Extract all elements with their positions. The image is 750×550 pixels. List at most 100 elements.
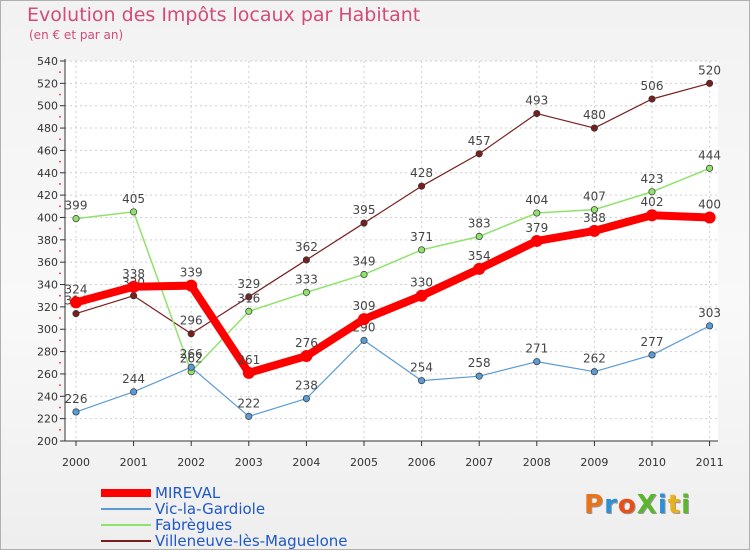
y-tick-label: 420 bbox=[37, 189, 58, 202]
data-point-fabregues bbox=[648, 188, 656, 196]
y-tick-label: 240 bbox=[37, 390, 58, 403]
data-label-fabregues: 383 bbox=[468, 216, 491, 230]
data-label-villeneuve-les-maguelone: 296 bbox=[180, 314, 203, 328]
data-label-vic-la-gardiole: 277 bbox=[641, 335, 664, 349]
data-label-vic-la-gardiole: 226 bbox=[65, 392, 88, 406]
y-minor-tick bbox=[59, 138, 61, 141]
y-minor-tick bbox=[59, 406, 61, 409]
y-minor-tick bbox=[59, 384, 61, 387]
data-label-mireval: 400 bbox=[698, 197, 721, 211]
series-line-mireval bbox=[72, 211, 714, 377]
data-label-fabregues: 333 bbox=[295, 272, 318, 286]
legend-item-fabregues[interactable]: Fabrègues bbox=[101, 517, 348, 533]
legend-label: Fabrègues bbox=[155, 516, 233, 534]
data-point-villeneuve-les-maguelone bbox=[706, 79, 714, 87]
data-point-villeneuve-les-maguelone bbox=[418, 182, 426, 190]
legend-label: MIREVAL bbox=[155, 484, 221, 502]
y-tick-label: 280 bbox=[37, 346, 58, 359]
data-point-mireval bbox=[242, 366, 255, 379]
data-point-mireval bbox=[473, 262, 486, 275]
legend-swatch bbox=[101, 524, 151, 526]
legend-item-vic-la-gardiole[interactable]: Vic-la-Gardiole bbox=[101, 501, 348, 517]
data-point-fabregues bbox=[475, 232, 483, 241]
data-point-mireval bbox=[185, 279, 198, 292]
data-label-mireval: 309 bbox=[353, 299, 376, 313]
legend-label: Villeneuve-lès-Maguelone bbox=[155, 532, 348, 550]
data-point-villeneuve-les-maguelone bbox=[648, 95, 656, 103]
data-label-mireval: 338 bbox=[122, 267, 145, 281]
data-label-fabregues: 349 bbox=[353, 254, 376, 268]
data-point-villeneuve-les-maguelone bbox=[360, 219, 368, 227]
data-label-vic-la-gardiole: 266 bbox=[180, 347, 203, 361]
chart-title: Evolution des Impôts locaux par Habitant bbox=[27, 4, 421, 26]
data-label-vic-la-gardiole: 258 bbox=[468, 356, 491, 370]
data-label-mireval: 354 bbox=[468, 249, 491, 263]
logo-letter: X bbox=[636, 490, 658, 520]
data-point-fabregues bbox=[302, 288, 310, 296]
x-tick-label: 2000 bbox=[62, 456, 90, 469]
data-point-mireval bbox=[415, 289, 428, 302]
x-tick-label: 2001 bbox=[120, 456, 148, 469]
data-point-fabregues bbox=[72, 215, 80, 223]
data-point-villeneuve-les-maguelone bbox=[245, 293, 253, 301]
data-label-villeneuve-les-maguelone: 362 bbox=[295, 240, 318, 254]
data-point-mireval bbox=[588, 224, 601, 237]
y-tick-label: 220 bbox=[37, 413, 58, 426]
legend-swatch bbox=[101, 489, 151, 497]
y-tick-label: 320 bbox=[37, 301, 58, 314]
y-tick-label: 360 bbox=[37, 256, 58, 269]
plot-area bbox=[65, 61, 718, 441]
data-label-mireval: 330 bbox=[410, 276, 433, 290]
data-point-mireval bbox=[530, 234, 543, 247]
data-point-vic-la-gardiole bbox=[72, 408, 80, 416]
data-label-vic-la-gardiole: 262 bbox=[583, 352, 606, 366]
data-label-fabregues: 399 bbox=[65, 199, 88, 213]
y-tick-label: 260 bbox=[37, 368, 58, 381]
data-label-mireval: 388 bbox=[583, 211, 606, 225]
data-label-mireval: 324 bbox=[65, 282, 88, 296]
proxiti-logo: ProXiti bbox=[584, 490, 691, 520]
data-label-villeneuve-les-maguelone: 480 bbox=[583, 108, 606, 122]
legend-item-mireval[interactable]: MIREVAL bbox=[101, 485, 348, 501]
data-label-fabregues: 407 bbox=[583, 190, 606, 204]
data-point-villeneuve-les-maguelone bbox=[590, 124, 598, 132]
data-point-vic-la-gardiole bbox=[706, 322, 714, 330]
y-tick-label: 540 bbox=[37, 55, 58, 68]
y-minor-tick bbox=[59, 339, 61, 342]
y-tick-label: 340 bbox=[37, 279, 58, 292]
data-point-vic-la-gardiole bbox=[302, 394, 310, 403]
logo-letter: r bbox=[604, 490, 618, 520]
data-label-vic-la-gardiole: 238 bbox=[295, 379, 318, 393]
legend-item-villeneuve[interactable]: Villeneuve-lès-Maguelone bbox=[101, 533, 348, 549]
data-label-vic-la-gardiole: 222 bbox=[237, 396, 260, 410]
legend-label: Vic-la-Gardiole bbox=[155, 500, 266, 518]
y-tick-label: 200 bbox=[37, 435, 58, 448]
data-point-vic-la-gardiole bbox=[590, 368, 598, 376]
logo-letter: o bbox=[617, 490, 637, 520]
data-label-fabregues: 404 bbox=[525, 193, 548, 207]
data-label-fabregues: 444 bbox=[698, 148, 721, 162]
series-line-villeneuve-les-maguelone bbox=[75, 82, 711, 335]
x-tick-label: 2002 bbox=[177, 456, 205, 469]
data-point-vic-la-gardiole bbox=[245, 412, 253, 420]
data-point-vic-la-gardiole bbox=[187, 363, 195, 371]
y-tick-label: 440 bbox=[37, 167, 58, 180]
y-minor-tick bbox=[59, 294, 61, 297]
legend-swatch bbox=[101, 540, 151, 542]
y-tick-label: 480 bbox=[37, 122, 58, 135]
logo-letter: i bbox=[657, 490, 668, 520]
y-minor-tick bbox=[59, 428, 61, 431]
data-label-villeneuve-les-maguelone: 457 bbox=[468, 134, 491, 148]
data-point-vic-la-gardiole bbox=[533, 358, 541, 366]
data-label-vic-la-gardiole: 244 bbox=[122, 372, 145, 386]
data-point-mireval bbox=[70, 296, 82, 309]
data-label-villeneuve-les-maguelone: 520 bbox=[698, 63, 721, 77]
x-tick-label: 2006 bbox=[408, 456, 436, 469]
y-tick-label: 520 bbox=[37, 77, 58, 90]
data-point-villeneuve-les-maguelone bbox=[130, 292, 138, 300]
data-label-villeneuve-les-maguelone: 506 bbox=[641, 79, 664, 93]
x-tick-label: 2007 bbox=[465, 456, 493, 469]
x-tick-label: 2003 bbox=[235, 456, 263, 469]
data-label-fabregues: 371 bbox=[410, 230, 433, 244]
data-point-fabregues bbox=[590, 206, 598, 214]
